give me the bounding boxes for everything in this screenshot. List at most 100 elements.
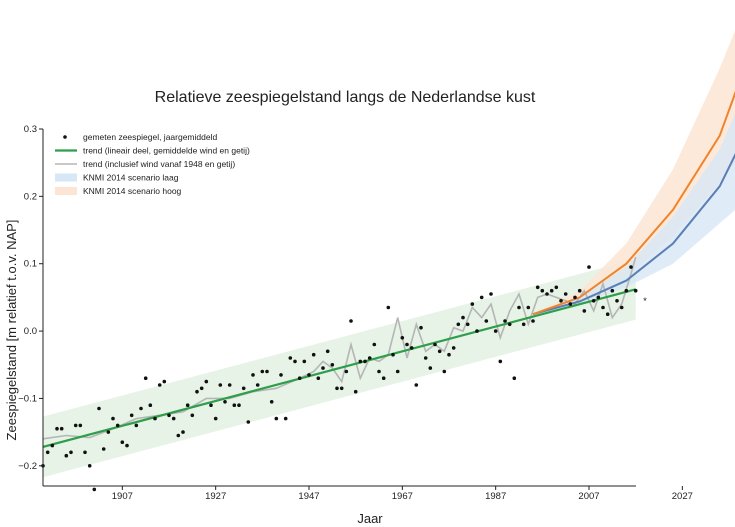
observed-point — [293, 359, 297, 364]
observed-point — [97, 406, 101, 411]
legend-label: KNMI 2014 scenario hoog — [83, 186, 182, 196]
legend-item-linear_trend: trend (lineair deel, gemiddelde wind en … — [55, 146, 250, 156]
observed-point — [153, 416, 157, 421]
observed-point — [330, 363, 335, 367]
observed-point — [106, 430, 111, 434]
observed-point — [615, 299, 619, 303]
x-axis-ticks: 1907 1927 1947 1967 1987 2007 2027 — [112, 486, 693, 502]
observed-point — [596, 295, 601, 300]
y-tick-label: 0.2 — [24, 191, 37, 202]
legend-item-wind_trend: trend (inclusief wind vanaf 1948 en geti… — [55, 159, 235, 169]
legend-label: trend (inclusief wind vanaf 1948 en geti… — [83, 159, 235, 169]
observed-point — [209, 403, 213, 408]
observed-point — [447, 352, 451, 357]
observed-point — [531, 319, 535, 323]
observed-point — [274, 416, 279, 421]
chart-title: Relatieve zeespiegelstand langs de Neder… — [155, 89, 536, 106]
observed-point — [195, 389, 199, 394]
observed-point — [339, 386, 344, 391]
observed-point — [423, 356, 428, 360]
observed-point — [237, 403, 241, 408]
observed-point — [45, 450, 50, 455]
scenario-high-line — [532, 90, 735, 316]
legend-marker-observed — [63, 135, 67, 139]
observed-point — [176, 433, 181, 438]
observed-point — [134, 423, 139, 428]
observed-point — [479, 295, 484, 300]
annotation-star: * — [643, 296, 647, 307]
observed-point — [358, 359, 363, 364]
observed-point — [218, 383, 223, 387]
observed-point — [241, 386, 246, 391]
observed-point — [610, 288, 615, 293]
observed-point — [386, 305, 391, 310]
observed-point — [181, 430, 185, 434]
observed-point — [307, 373, 311, 377]
observed-point — [377, 369, 381, 374]
legend-marker-scenario-high — [55, 187, 77, 195]
observed-point — [619, 305, 624, 310]
observed-point — [498, 359, 503, 364]
observed-point — [199, 386, 204, 391]
legend: gemeten zeespiegel, jaargemiddeld trend (… — [55, 132, 250, 196]
observed-point — [433, 342, 437, 347]
observed-point — [456, 322, 461, 327]
observed-point — [601, 305, 605, 310]
observed-point — [316, 376, 321, 381]
observed-point — [512, 376, 517, 381]
observed-point — [83, 450, 87, 455]
observed-point — [297, 376, 302, 381]
observed-point — [335, 386, 339, 391]
y-tick-label: 0.0 — [24, 326, 37, 337]
observed-point — [503, 319, 507, 323]
y-tick-label: 0.3 — [24, 124, 37, 135]
x-tick-label: 1927 — [205, 491, 226, 502]
legend-item-observed: gemeten zeespiegel, jaargemiddeld — [63, 132, 217, 142]
observed-point — [540, 288, 545, 293]
observed-point — [232, 403, 237, 408]
x-tick-label: 1967 — [392, 491, 413, 502]
observed-point — [526, 305, 531, 310]
observed-point — [475, 329, 479, 333]
observed-point — [143, 376, 148, 381]
observed-point — [381, 376, 386, 381]
observed-point — [409, 346, 414, 350]
observed-point — [69, 450, 73, 455]
legend-marker-scenario-low — [55, 173, 77, 182]
observed-point — [265, 369, 269, 374]
observed-point — [111, 416, 115, 421]
observed-point — [64, 453, 69, 458]
observed-point — [419, 325, 423, 330]
scenario-bands — [43, 30, 735, 478]
observed-point — [428, 366, 433, 370]
observed-point — [288, 356, 293, 360]
observed-point — [325, 349, 330, 354]
observed-point — [489, 292, 493, 296]
observed-point — [367, 356, 372, 360]
observed-point — [521, 322, 526, 327]
observed-point — [55, 426, 59, 431]
observed-point — [400, 336, 405, 340]
observed-point — [587, 265, 591, 269]
x-tick-label: 1947 — [298, 491, 319, 502]
observed-point — [321, 366, 325, 370]
observed-point — [227, 383, 232, 387]
observed-point — [442, 369, 447, 374]
observed-point — [269, 400, 274, 404]
observed-point — [545, 292, 549, 296]
x-tick-label: 1907 — [112, 491, 133, 502]
observed-point — [554, 285, 559, 290]
observed-point — [120, 440, 125, 445]
observed-point — [507, 322, 512, 327]
observed-point — [148, 403, 153, 408]
x-tick-label: 2027 — [672, 491, 693, 502]
y-axis-ticks: −0.2 −0.1 0.0 0.1 0.2 0.3 — [18, 124, 43, 472]
observed-point — [162, 379, 167, 384]
observed-point — [139, 406, 143, 411]
observed-point — [563, 292, 568, 296]
observed-point — [391, 352, 395, 357]
legend-label: gemeten zeespiegel, jaargemiddeld — [83, 132, 217, 142]
observed-point — [129, 413, 134, 418]
observed-point — [213, 416, 218, 421]
observed-point — [465, 322, 470, 327]
